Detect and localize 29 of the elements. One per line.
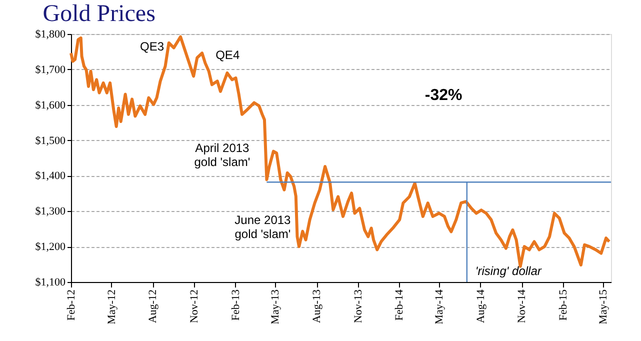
y-tick-label: $1,500	[35, 134, 66, 147]
x-tick-label: Feb-13	[230, 289, 242, 321]
x-tick-label: Aug-13	[311, 289, 324, 324]
annotation: QE4	[216, 48, 240, 62]
x-tick-label: May-15	[597, 289, 610, 324]
x-tick-label: May-12	[106, 290, 118, 324]
annotation: QE3	[140, 39, 164, 54]
x-tick-label: Nov-14	[516, 289, 528, 324]
annotation: April 2013 gold 'slam'	[194, 141, 250, 170]
x-tick-label: Nov-13	[352, 289, 364, 324]
x-tick-label: May-13	[270, 289, 282, 324]
x-tick-label: Nov-12	[188, 290, 200, 324]
annotation: June 2013 gold 'slam'	[234, 213, 292, 241]
x-tick-label: May-14	[434, 289, 446, 324]
x-tick-label: Feb-14	[394, 289, 406, 321]
y-tick-label: $1,600	[35, 99, 66, 112]
y-tick-label: $1,700	[35, 64, 66, 76]
chart-title: Gold Prices	[42, 1, 156, 27]
annotation: 'rising' dollar	[475, 264, 542, 278]
annotation: -32%	[424, 86, 462, 104]
x-tick-label: Feb-12	[66, 290, 78, 321]
x-tick-label: Feb-15	[557, 289, 570, 321]
y-tick-label: $1,300	[35, 206, 66, 218]
y-tick-label: $1,200	[35, 241, 66, 254]
x-tick-label: Aug-12	[147, 290, 160, 324]
y-tick-label: $1,400	[35, 170, 66, 182]
x-tick-label: Aug-14	[474, 289, 487, 324]
y-tick-label: $1,100	[35, 276, 66, 288]
y-tick-label: $1,800	[35, 28, 66, 40]
